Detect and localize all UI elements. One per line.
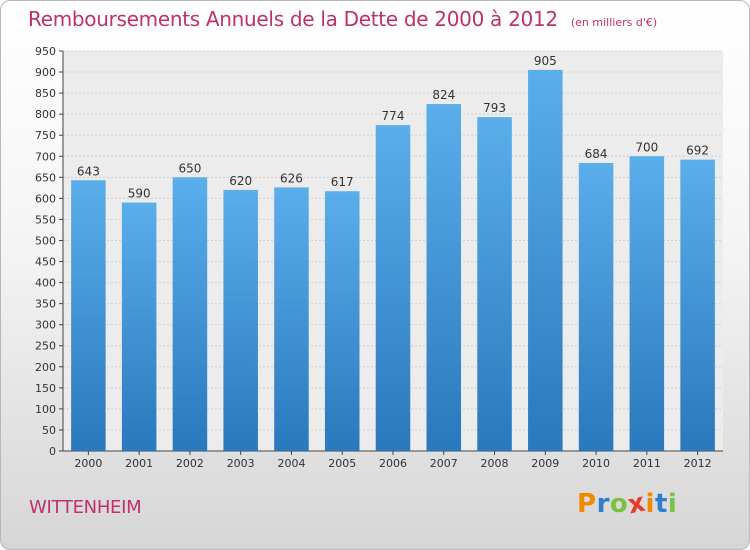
bar-2005	[324, 191, 360, 452]
logo-letter: r	[596, 489, 610, 519]
data-label-2012: 692	[686, 144, 709, 158]
proxiti-logo: Proxiti	[577, 488, 678, 521]
data-label-2003: 620	[229, 174, 252, 188]
logo-letter: t	[654, 489, 668, 519]
data-label-2002: 650	[178, 161, 201, 175]
y-tick-label: 350	[35, 298, 56, 311]
y-tick-label: 50	[42, 424, 56, 437]
x-tick-label-2004: 2004	[277, 457, 305, 470]
y-tick-label: 250	[35, 340, 56, 353]
bar-2010	[578, 163, 614, 451]
x-tick-label-2010: 2010	[582, 457, 610, 470]
town-name: WITTENHEIM	[29, 497, 142, 518]
y-tick-label: 800	[35, 108, 56, 121]
y-tick-label: 150	[35, 382, 56, 395]
y-tick-label: 650	[35, 171, 56, 184]
x-tick-label-2001: 2001	[125, 457, 153, 470]
data-label-2004: 626	[280, 171, 303, 185]
data-label-2007: 824	[432, 88, 455, 102]
y-tick-label: 0	[49, 445, 56, 458]
bar-2000	[71, 180, 106, 451]
bar-2003	[223, 189, 258, 451]
x-tick-label-2009: 2009	[531, 457, 559, 470]
y-tick-label: 400	[35, 277, 56, 290]
data-label-2008: 793	[483, 101, 506, 115]
y-tick-label: 600	[35, 192, 56, 205]
data-label-2005: 617	[331, 175, 354, 189]
bar-2011	[629, 156, 665, 451]
bar-2012	[680, 159, 715, 451]
data-label-2001: 590	[128, 187, 151, 201]
x-tick-label-2005: 2005	[328, 457, 356, 470]
y-tick-label: 300	[35, 319, 56, 332]
bar-2006	[375, 125, 411, 452]
x-tick-label-2000: 2000	[74, 457, 102, 470]
y-tick-label: 200	[35, 361, 56, 374]
logo-letter: i	[667, 489, 678, 519]
chart-title-block: Remboursements Annuels de la Dette de 20…	[28, 7, 657, 31]
logo-letter: o	[609, 489, 629, 519]
x-tick-label-2003: 2003	[227, 457, 255, 470]
bar-2007	[426, 104, 462, 451]
x-tick-label-2012: 2012	[684, 457, 712, 470]
logo-letter: P	[577, 489, 597, 519]
y-tick-label: 850	[35, 87, 56, 100]
data-label-2010: 684	[585, 147, 608, 161]
y-tick-label: 500	[35, 234, 56, 247]
logo-letter: i	[645, 489, 655, 519]
bar-2001	[121, 202, 157, 451]
bar-2009	[528, 69, 563, 452]
y-tick-label: 700	[35, 150, 56, 163]
data-label-2000: 643	[77, 164, 100, 178]
data-label-2009: 905	[534, 54, 557, 68]
x-tick-label-2007: 2007	[430, 457, 458, 470]
bar-2004	[274, 187, 309, 451]
x-tick-label-2002: 2002	[176, 457, 204, 470]
x-tick-label-2006: 2006	[379, 457, 407, 470]
chart-title: Remboursements Annuels de la Dette de 20…	[28, 7, 558, 31]
y-tick-label: 100	[35, 403, 56, 416]
bar-2008	[477, 117, 512, 452]
x-tick-label-2011: 2011	[633, 457, 661, 470]
y-tick-label: 950	[35, 45, 56, 58]
bar-2002	[172, 177, 208, 451]
data-label-2011: 700	[635, 140, 658, 154]
y-tick-label: 750	[35, 129, 56, 142]
chart-subtitle: (en milliers d'€)	[570, 16, 658, 29]
y-tick-label: 550	[35, 213, 56, 226]
y-tick-label: 450	[35, 256, 56, 269]
data-label-2006: 774	[382, 109, 405, 123]
y-tick-label: 900	[35, 66, 56, 79]
x-tick-label-2008: 2008	[481, 457, 509, 470]
